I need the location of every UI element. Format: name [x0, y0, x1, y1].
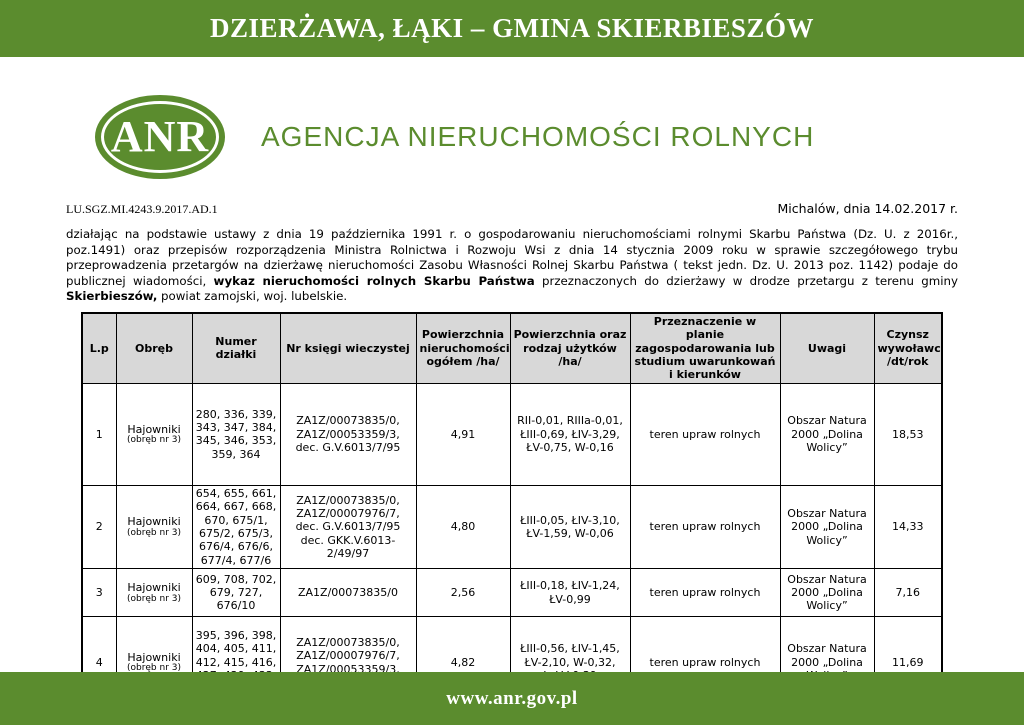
- obreb-note: (obręb nr 3): [126, 435, 182, 446]
- cell-czynsz: 14,33: [873, 484, 943, 570]
- col-header-uwagi: Uwagi: [779, 312, 875, 384]
- intro-part2: przeznaczonych do dzierżawy w drodze prz…: [534, 273, 958, 288]
- cell-uwagi: Obszar Natura 2000 „Dolina Wolicy”: [779, 484, 875, 570]
- intro-paragraph: działając na podstawie ustawy z dnia 19 …: [66, 227, 958, 305]
- cell-uzytki: ŁIII-0,05, ŁIV-3,10, ŁV-1,59, W-0,06: [509, 484, 631, 570]
- intro-part3: powiat zamojski, woj. lubelskie.: [157, 289, 348, 304]
- cell-obreb: Hajowniki (obręb nr 3): [115, 484, 193, 570]
- cell-powierzchnia: 4,80: [415, 484, 511, 570]
- cell-lp: 2: [81, 484, 117, 570]
- cell-dzialki: 654, 655, 661, 664, 667, 668, 670, 675/1…: [191, 484, 281, 570]
- page-title: DZIERŻAWA, ŁĄKI – GMINA SKIERBIESZÓW: [210, 13, 814, 43]
- table-row: 2 Hajowniki (obręb nr 3) 654, 655, 661, …: [81, 484, 943, 570]
- agency-name: AGENCJA NIERUCHOMOŚCI ROLNYCH: [261, 121, 815, 152]
- cell-powierzchnia: 4,91: [415, 382, 511, 486]
- intro-bold-gmina: Skierbieszów,: [66, 289, 158, 304]
- property-listing-table: L.p Obręb Numer działki Nr księgi wieczy…: [81, 311, 943, 710]
- obreb-name: Hajowniki: [127, 581, 181, 595]
- cell-uzytki: ŁIII-0,18, ŁIV-1,24, ŁV-0,99: [509, 568, 631, 618]
- col-header-czynsz: Czynsz wywoławczy /dt/rok: [873, 312, 943, 384]
- cell-uwagi: Obszar Natura 2000 „Dolina Wolicy”: [779, 568, 875, 618]
- agency-branding: ANR AGENCJA NIERUCHOMOŚCI ROLNYCH: [95, 95, 1024, 179]
- anr-logo-ring: [101, 101, 219, 173]
- table-row: 3 Hajowniki (obręb nr 3) 609, 708, 702, …: [81, 568, 943, 618]
- col-header-numer-dzialki: Numer działki: [191, 312, 281, 384]
- intro-part1: działając na podstawie ustawy z dnia 19 …: [66, 227, 958, 288]
- footer-website-url: www.anr.gov.pl: [446, 687, 578, 709]
- cell-uwagi: Obszar Natura 2000 „Dolina Wolicy”: [779, 382, 875, 486]
- place-and-date: Michalów, dnia 14.02.2017 r.: [777, 201, 958, 216]
- col-header-obreb: Obręb: [115, 312, 193, 384]
- reference-number: LU.SGZ.MI.4243.9.2017.AD.1: [66, 202, 218, 216]
- cell-lp: 3: [81, 568, 117, 618]
- obreb-note: (obręb nr 3): [126, 663, 182, 674]
- cell-lp: 1: [81, 382, 117, 486]
- col-header-ksiega-wieczysta: Nr księgi wieczystej: [279, 312, 417, 384]
- col-header-rodzaj-uzytkow: Powierzchnia oraz rodzaj użytków /ha/: [509, 312, 631, 384]
- obreb-name: Hajowniki: [127, 650, 181, 664]
- cell-dzialki: 280, 336, 339, 343, 347, 384, 345, 346, …: [191, 382, 281, 486]
- cell-obreb: Hajowniki (obręb nr 3): [115, 568, 193, 618]
- cell-uzytki: RII-0,01, RIIIa-0,01, ŁIII-0,69, ŁIV-3,2…: [509, 382, 631, 486]
- cell-powierzchnia: 2,56: [415, 568, 511, 618]
- cell-ksiegi: ZA1Z/00073835/0: [279, 568, 417, 618]
- obreb-name: Hajowniki: [127, 515, 181, 529]
- cell-czynsz: 7,16: [873, 568, 943, 618]
- cell-przeznaczenie: teren upraw rolnych: [629, 382, 781, 486]
- cell-obreb: Hajowniki (obręb nr 3): [115, 382, 193, 486]
- col-header-przeznaczenie: Przeznaczenie w planie zagospodarowania …: [629, 312, 781, 384]
- col-header-powierzchnia-ogolem: Powierzchnia nieruchomości ogółem /ha/: [415, 312, 511, 384]
- obreb-note: (obręb nr 3): [126, 593, 182, 604]
- intro-bold-wykaz: wykaz nieruchomości rolnych Skarbu Państ…: [213, 273, 535, 288]
- footer-bar: www.anr.gov.pl: [0, 672, 1024, 725]
- obreb-note: (obręb nr 3): [126, 527, 182, 538]
- anr-logo: ANR: [95, 95, 225, 179]
- cell-przeznaczenie: teren upraw rolnych: [629, 568, 781, 618]
- cell-ksiegi: ZA1Z/00073835/0, ZA1Z/00007976/7, dec. G…: [279, 484, 417, 570]
- cell-czynsz: 18,53: [873, 382, 943, 486]
- table-header-row: L.p Obręb Numer działki Nr księgi wieczy…: [81, 312, 943, 384]
- anr-logo-text: ANR: [110, 112, 210, 161]
- cell-dzialki: 609, 708, 702, 679, 727, 676/10: [191, 568, 281, 618]
- col-header-lp: L.p: [81, 312, 117, 384]
- title-bar: DZIERŻAWA, ŁĄKI – GMINA SKIERBIESZÓW: [0, 0, 1024, 57]
- table-row: 1 Hajowniki (obręb nr 3) 280, 336, 339, …: [81, 382, 943, 486]
- obreb-name: Hajowniki: [127, 422, 181, 436]
- reference-row: LU.SGZ.MI.4243.9.2017.AD.1 Michalów, dni…: [66, 201, 958, 217]
- cell-przeznaczenie: teren upraw rolnych: [629, 484, 781, 570]
- cell-ksiegi: ZA1Z/00073835/0, ZA1Z/00053359/3, dec. G…: [279, 382, 417, 486]
